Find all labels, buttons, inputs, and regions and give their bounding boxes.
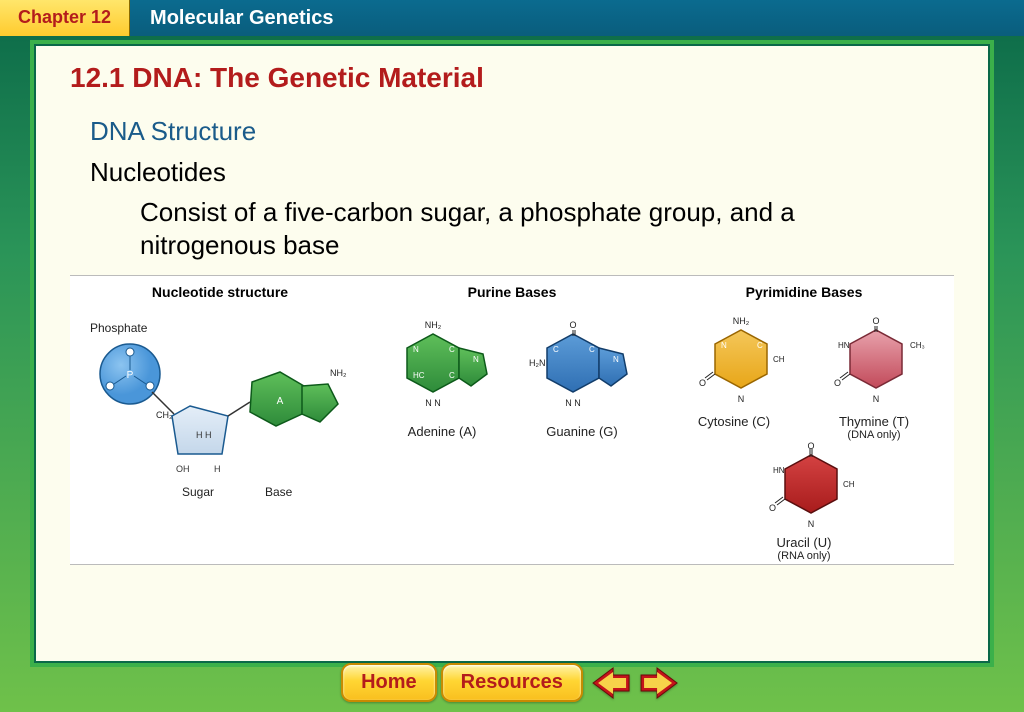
header-bar: Chapter 12 Molecular Genetics xyxy=(0,0,1024,36)
molecules-diagram: Nucleotide structure Phosphate xyxy=(70,275,954,565)
uracil-hexagon-icon xyxy=(785,455,837,513)
resources-button[interactable]: Resources xyxy=(441,663,583,702)
svg-text:C: C xyxy=(589,345,595,354)
svg-text:N N: N N xyxy=(565,398,581,408)
svg-text:C: C xyxy=(757,341,763,350)
phosphate-label: Phosphate xyxy=(90,321,148,335)
bullet-level-1: Nucleotides xyxy=(90,157,954,188)
svg-text:O: O xyxy=(699,378,706,388)
svg-text:C: C xyxy=(553,345,559,354)
svg-text:NH₂: NH₂ xyxy=(425,320,442,330)
cytosine-hexagon-icon xyxy=(715,330,767,388)
svg-text:N: N xyxy=(873,394,880,404)
purine-heading: Purine Bases xyxy=(468,284,557,300)
svg-text:H₂N: H₂N xyxy=(529,358,546,368)
svg-text:O: O xyxy=(834,378,841,388)
svg-text:CH: CH xyxy=(773,355,785,364)
svg-text:H H: H H xyxy=(196,430,212,440)
nucleotide-structure-svg: Phosphate P xyxy=(80,304,360,504)
thymine-molecule: O O CH₃ HN N Thymine (T) (DNA only) xyxy=(804,304,944,441)
svg-text:O: O xyxy=(807,441,814,451)
svg-text:P: P xyxy=(127,370,134,381)
uracil-label: Uracil (U) xyxy=(777,535,832,550)
bullet-level-2: Consist of a five-carbon sugar, a phosph… xyxy=(140,196,840,261)
thymine-hexagon-icon xyxy=(850,330,902,388)
base-label: Base xyxy=(265,485,293,499)
svg-text:HN: HN xyxy=(773,466,785,475)
section-title: 12.1 DNA: The Genetic Material xyxy=(70,62,954,94)
svg-text:N: N xyxy=(413,345,419,354)
svg-text:H: H xyxy=(214,464,221,474)
guanine-molecule: O H₂N C C N N N Guanine (G) xyxy=(512,304,652,439)
pyrimidine-bases-panel: Pyrimidine Bases NH₂ O N C CH xyxy=(664,284,944,562)
svg-text:N: N xyxy=(613,355,619,364)
svg-text:N N: N N xyxy=(425,398,441,408)
svg-text:C: C xyxy=(449,371,455,380)
adenine-hexagon-icon xyxy=(407,334,459,392)
svg-text:N: N xyxy=(738,394,745,404)
arrow-left-icon xyxy=(591,666,631,700)
adenine-label: Adenine (A) xyxy=(408,424,477,439)
subheading: DNA Structure xyxy=(90,116,954,147)
uracil-note: (RNA only) xyxy=(777,550,830,562)
svg-text:O: O xyxy=(872,316,879,326)
sugar-label: Sugar xyxy=(182,485,214,499)
pyrimidine-heading: Pyrimidine Bases xyxy=(746,284,863,300)
svg-text:NH₂: NH₂ xyxy=(330,368,347,378)
cytosine-label: Cytosine (C) xyxy=(698,414,770,429)
nucleotide-heading: Nucleotide structure xyxy=(152,284,288,300)
svg-text:N: N xyxy=(721,341,727,350)
cytosine-molecule: NH₂ O N C CH N Cytosine (C) xyxy=(664,304,804,441)
svg-text:OH: OH xyxy=(176,464,190,474)
nucleotide-structure-panel: Nucleotide structure Phosphate xyxy=(80,284,360,504)
next-arrow-button[interactable] xyxy=(637,664,681,702)
svg-text:A: A xyxy=(277,396,284,407)
guanine-hexagon-icon xyxy=(547,334,599,392)
prev-arrow-button[interactable] xyxy=(589,664,633,702)
arrow-right-icon xyxy=(639,666,679,700)
svg-text:O: O xyxy=(569,320,576,330)
thymine-label: Thymine (T) xyxy=(839,414,909,429)
svg-text:N: N xyxy=(473,355,479,364)
chapter-title: Molecular Genetics xyxy=(130,0,353,36)
svg-text:CH₂: CH₂ xyxy=(156,410,173,420)
svg-text:C: C xyxy=(449,345,455,354)
content-frame: 12.1 DNA: The Genetic Material DNA Struc… xyxy=(30,40,994,667)
svg-text:HC: HC xyxy=(413,371,425,380)
svg-text:N: N xyxy=(808,519,815,529)
svg-text:NH₂: NH₂ xyxy=(733,316,750,326)
svg-text:HN: HN xyxy=(838,341,850,350)
svg-text:O: O xyxy=(769,503,776,513)
nav-bar: Home Resources xyxy=(341,663,683,702)
guanine-label: Guanine (G) xyxy=(546,424,618,439)
uracil-molecule: O O HN CH N Uracil (U) (RNA only) xyxy=(734,435,874,562)
home-button[interactable]: Home xyxy=(341,663,437,702)
adenine-molecule: NH₂ N C HC C N N N Adenine (A) xyxy=(372,304,512,439)
purine-bases-panel: Purine Bases NH₂ N C HC C xyxy=(372,284,652,439)
svg-text:CH: CH xyxy=(843,480,855,489)
svg-text:CH₃: CH₃ xyxy=(910,341,925,350)
chapter-tab: Chapter 12 xyxy=(0,0,130,36)
